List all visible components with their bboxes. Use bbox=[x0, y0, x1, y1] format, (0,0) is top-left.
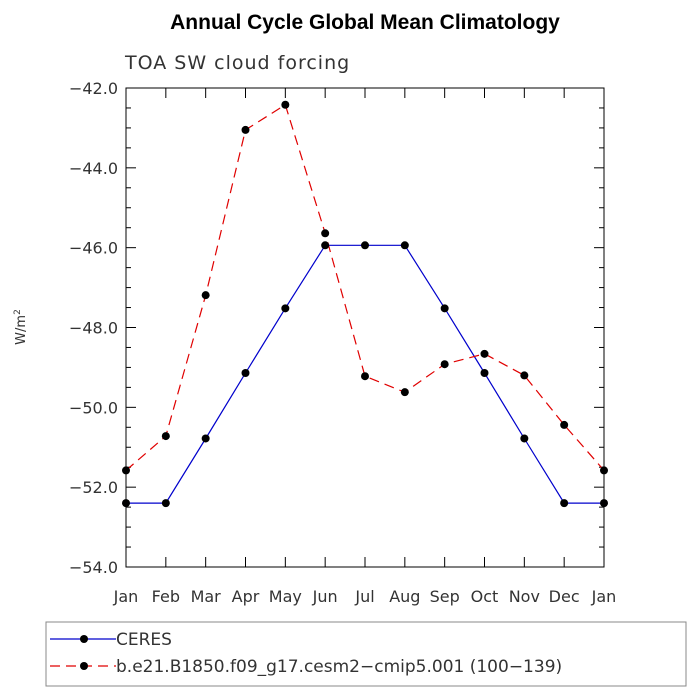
series-2-point bbox=[361, 372, 369, 381]
chart-title: Annual Cycle Global Mean Climatology bbox=[170, 11, 560, 34]
series-2-point bbox=[480, 349, 489, 358]
series-2-point bbox=[201, 291, 210, 300]
chart-subtitle: TOA SW cloud forcing bbox=[124, 52, 350, 74]
y-axis-label-superscript: 2 bbox=[13, 309, 23, 315]
x-tick-label: Nov bbox=[509, 587, 540, 606]
series-2-point bbox=[440, 360, 449, 369]
y-tick-label: −52.0 bbox=[69, 478, 118, 497]
series-layer bbox=[122, 100, 608, 508]
series-2-point bbox=[600, 466, 608, 475]
series-1-point bbox=[400, 241, 409, 250]
series-1-point bbox=[520, 434, 529, 443]
y-axis-label: W/m2 bbox=[13, 309, 29, 345]
series-1-point bbox=[321, 241, 330, 250]
series-1-point bbox=[122, 499, 130, 508]
x-tick-label: Sep bbox=[430, 587, 460, 606]
y-tick-label: −46.0 bbox=[69, 239, 118, 258]
legend-marker-2 bbox=[80, 662, 88, 670]
x-tick-label: Mar bbox=[191, 587, 222, 606]
y-tick-label: −42.0 bbox=[69, 79, 118, 98]
series-2-point bbox=[281, 100, 290, 109]
y-tick-label: −54.0 bbox=[69, 558, 118, 577]
series-2-point bbox=[400, 388, 409, 397]
series-2-point bbox=[122, 466, 130, 475]
series-1-point bbox=[281, 304, 290, 313]
y-tick-label: −50.0 bbox=[69, 398, 118, 417]
series-1-point bbox=[600, 499, 608, 508]
series-1-point bbox=[361, 241, 369, 250]
series-1-point bbox=[201, 434, 210, 443]
series-2-point bbox=[241, 125, 250, 134]
series-1-point bbox=[161, 499, 170, 508]
plot-frame bbox=[125, 87, 605, 568]
x-ticks: Jan Feb Mar Apr May Jun Jul Aug Sep Oct Nov Dec Jan bbox=[113, 88, 617, 606]
legend-label-1: CERES bbox=[116, 630, 172, 650]
x-tick-label: Jan bbox=[591, 587, 617, 606]
series-1-point bbox=[560, 499, 569, 508]
legend-label-2: b.e21.B1850.f09_g17.cesm2−cmip5.001 (100… bbox=[116, 657, 562, 677]
y-tick-label: −48.0 bbox=[69, 319, 118, 338]
series-1-point bbox=[440, 304, 449, 313]
series-1-point bbox=[241, 369, 250, 378]
x-tick-label: Jan bbox=[113, 587, 139, 606]
series-2-point bbox=[161, 432, 170, 441]
y-ticks: −42.0 −44.0 −46.0 −48.0 −50.0 −52.0 −54.0 bbox=[69, 79, 604, 577]
series-line-2 bbox=[125, 103, 605, 471]
x-tick-label: May bbox=[269, 587, 302, 606]
series-2-point bbox=[520, 371, 529, 380]
y-axis-label-unit: W/m bbox=[14, 315, 29, 345]
x-tick-label: Apr bbox=[232, 587, 260, 606]
x-tick-label: Jul bbox=[354, 587, 374, 606]
legend: CERES b.e21.B1850.f09_g17.cesm2−cmip5.001… bbox=[50, 630, 562, 677]
legend-box bbox=[45, 621, 687, 687]
x-tick-label: Feb bbox=[152, 587, 180, 606]
series-2-point bbox=[321, 229, 330, 238]
x-tick-label: Aug bbox=[389, 587, 420, 606]
legend-marker-1 bbox=[80, 635, 88, 643]
x-tick-label: Jun bbox=[312, 587, 338, 606]
series-1-point bbox=[480, 369, 489, 378]
x-tick-label: Oct bbox=[471, 587, 499, 606]
y-tick-label: −44.0 bbox=[69, 159, 118, 178]
x-tick-label: Dec bbox=[549, 587, 580, 606]
series-2-point bbox=[560, 420, 569, 429]
